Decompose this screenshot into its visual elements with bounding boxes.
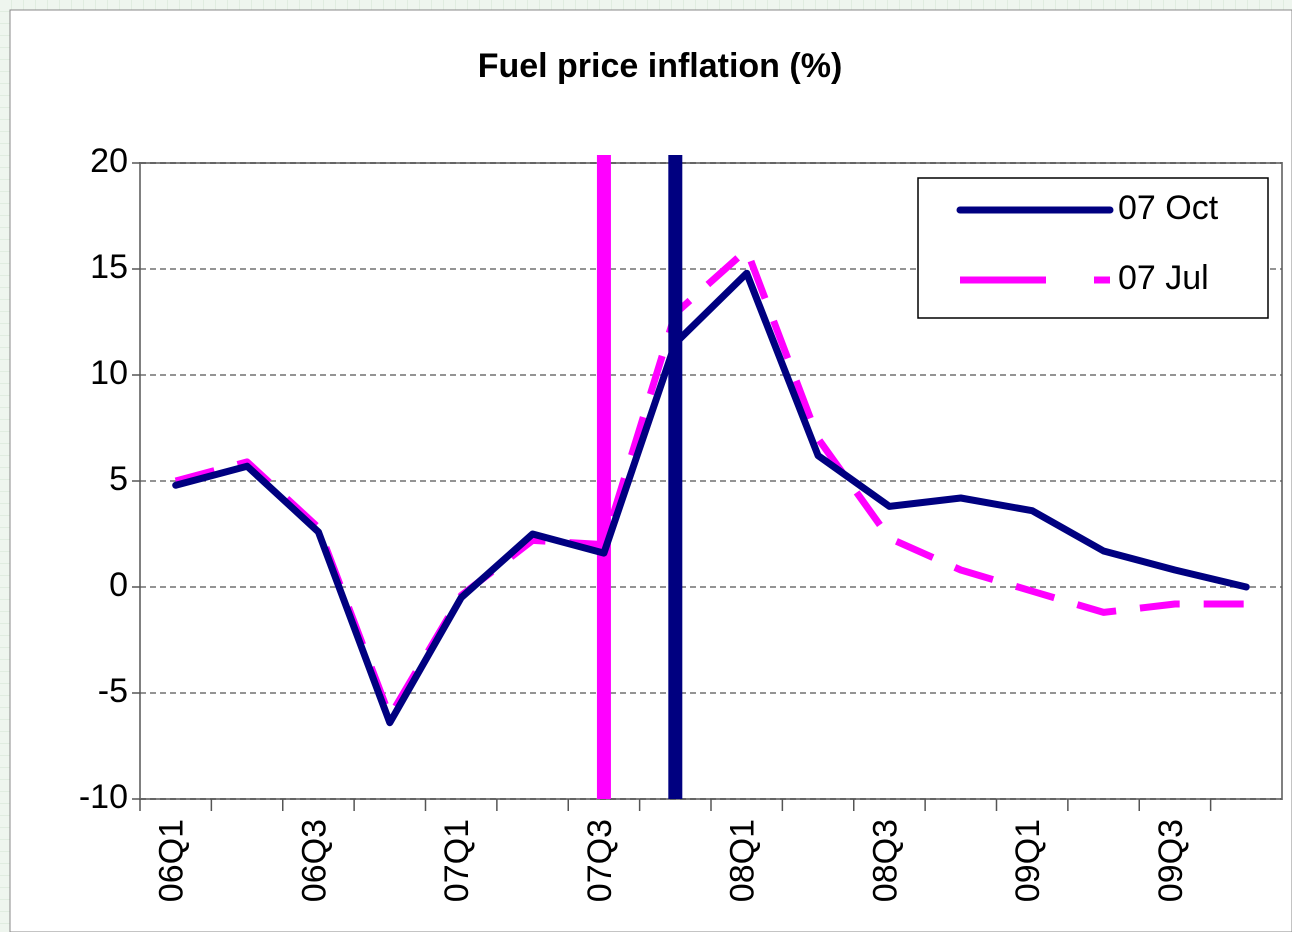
- x-tick-label: 09Q1: [1009, 819, 1047, 902]
- x-tick-label: 08Q1: [724, 819, 762, 902]
- legend-box: [917, 177, 1269, 319]
- y-tick-label: 5: [109, 460, 128, 498]
- series-line: [172, 269, 1250, 727]
- x-tick-label: 07Q3: [581, 819, 619, 902]
- y-tick-label: 20: [90, 142, 128, 180]
- y-tick-label: -10: [79, 778, 128, 816]
- x-tick-label: 06Q3: [295, 819, 333, 902]
- legend-label: 07 Jul: [1118, 259, 1209, 297]
- legend-label: 07 Oct: [1118, 189, 1219, 227]
- y-tick-label: 15: [90, 248, 128, 286]
- x-tick-label: 08Q3: [866, 819, 904, 902]
- chart-title: Fuel price inflation (%): [478, 47, 843, 85]
- y-tick-label: 10: [90, 354, 128, 392]
- x-tick-label: 07Q1: [438, 819, 476, 902]
- y-tick-label: -5: [98, 672, 128, 710]
- y-tick-label: 0: [109, 566, 128, 604]
- x-tick-label: 06Q1: [153, 819, 191, 902]
- x-tick-label: 09Q3: [1152, 819, 1190, 902]
